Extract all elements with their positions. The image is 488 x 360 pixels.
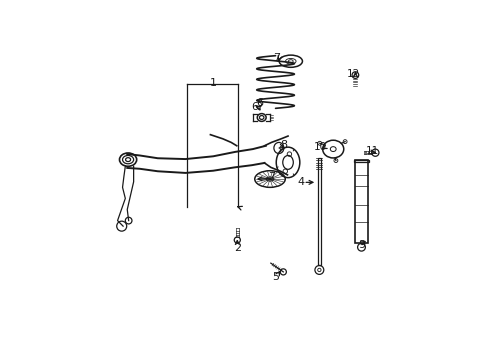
- Text: 6: 6: [255, 98, 263, 108]
- Text: 4: 4: [296, 177, 304, 187]
- Text: 1: 1: [209, 77, 216, 87]
- Text: 10: 10: [313, 142, 326, 152]
- Text: 6: 6: [251, 102, 258, 112]
- Text: 11: 11: [365, 146, 378, 156]
- Text: 5: 5: [271, 273, 279, 283]
- Text: 3: 3: [254, 99, 262, 109]
- Bar: [354, 159, 367, 243]
- Text: 8: 8: [279, 140, 286, 150]
- Bar: [317, 158, 320, 265]
- Text: 7: 7: [272, 53, 280, 63]
- Text: 2: 2: [234, 243, 241, 253]
- Bar: [353, 159, 369, 162]
- Text: 7: 7: [268, 172, 275, 182]
- Text: 12: 12: [346, 69, 359, 79]
- Text: 9: 9: [357, 240, 365, 250]
